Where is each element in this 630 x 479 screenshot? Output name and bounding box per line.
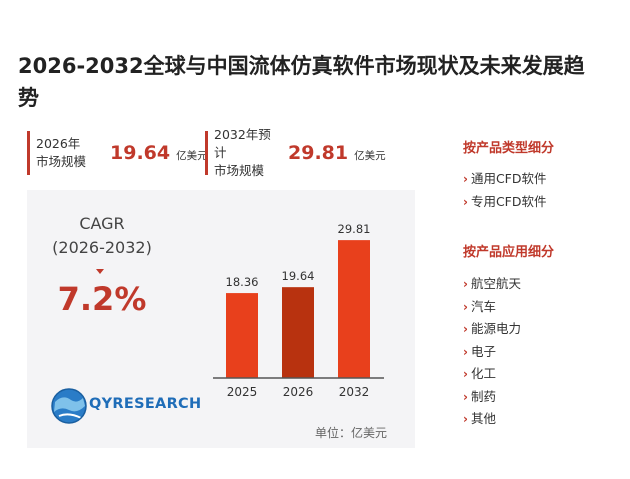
chevron-right-icon: › bbox=[463, 389, 468, 404]
chevron-right-icon: › bbox=[463, 194, 468, 209]
stat-unit: 亿美元 bbox=[354, 149, 386, 162]
type-segment-item[interactable]: › 通用CFD软件 bbox=[463, 168, 547, 191]
chart-panel: CAGR (2026-2032) 7.2% QYRESEARCH 18.36 20… bbox=[27, 190, 415, 448]
page-title: 2026-2032全球与中国流体仿真软件市场现状及未来发展趋势 bbox=[18, 54, 585, 110]
application-segment-item-label: 化工 bbox=[470, 366, 496, 381]
stat-2032-market-size: 2032年预计 市场规模 29.81 亿美元 bbox=[205, 127, 386, 178]
application-segment-item[interactable]: › 汽车 bbox=[463, 296, 521, 319]
application-segment-item-label: 汽车 bbox=[470, 298, 496, 314]
application-segment-item[interactable]: › 制药 bbox=[463, 386, 521, 409]
x-tick-label: 2032 bbox=[339, 385, 370, 399]
globe-icon bbox=[51, 388, 87, 424]
x-tick-label: 2026 bbox=[283, 385, 314, 399]
cagr-label: CAGR bbox=[79, 214, 125, 233]
chevron-right-icon: › bbox=[463, 322, 468, 336]
chevron-right-icon: › bbox=[463, 344, 468, 359]
application-segment-item[interactable]: › 化工 bbox=[463, 363, 521, 386]
stat-2026-market-size: 2026年 市场规模 19.64 亿美元 bbox=[27, 131, 208, 175]
application-segment-item[interactable]: › 航空航天 bbox=[463, 273, 521, 296]
chevron-right-icon: › bbox=[463, 172, 468, 186]
stat-unit: 亿美元 bbox=[176, 149, 208, 162]
logo-text: QYRESEARCH bbox=[89, 396, 202, 412]
qyresearch-logo: QYRESEARCH bbox=[49, 384, 201, 434]
data-label: 19.64 bbox=[282, 269, 315, 283]
type-segment-heading: 按产品类型细分 bbox=[463, 141, 555, 156]
application-segment-list: › 航空航天 › 汽车 › 能源电力 › 电子 › 化工 › 制药 › 其他 bbox=[463, 273, 521, 431]
chevron-right-icon: › bbox=[463, 367, 468, 381]
application-segment-item[interactable]: › 其他 bbox=[463, 408, 521, 431]
application-segment-item-label: 电子 bbox=[470, 343, 496, 359]
chevron-right-icon: › bbox=[463, 412, 468, 426]
application-segment-item-label: 能源电力 bbox=[470, 321, 521, 336]
stat-value: 19.64 bbox=[110, 142, 171, 164]
type-segment-item-label: 专用CFD软件 bbox=[470, 193, 547, 209]
application-segment-item-label: 制药 bbox=[470, 388, 496, 404]
application-segment-item-label: 其他 bbox=[470, 411, 496, 426]
unit-note: 单位：亿美元 bbox=[315, 426, 388, 440]
application-segment-item-label: 航空航天 bbox=[470, 276, 521, 291]
type-segment-item[interactable]: › 专用CFD软件 bbox=[463, 191, 547, 214]
cagr-range: (2026-2032) bbox=[52, 238, 152, 257]
bar-chart: 18.36 2025 19.64 2026 29.81 2032 bbox=[213, 222, 384, 399]
application-segment-heading: 按产品应用细分 bbox=[463, 245, 555, 260]
application-segment-item[interactable]: › 电子 bbox=[463, 341, 521, 364]
stat-value: 29.81 bbox=[288, 142, 349, 164]
caret-down-icon bbox=[96, 269, 104, 274]
application-segment-item[interactable]: › 能源电力 bbox=[463, 318, 521, 341]
stat-label: 2032年预计 市场规模 bbox=[214, 127, 271, 178]
stat-label: 2026年 市场规模 bbox=[36, 136, 87, 169]
type-segment-item-label: 通用CFD软件 bbox=[470, 171, 547, 186]
type-segment-list: › 通用CFD软件 › 专用CFD软件 bbox=[463, 168, 547, 213]
bar-2025 bbox=[226, 293, 258, 378]
chevron-right-icon: › bbox=[463, 277, 468, 291]
data-label: 18.36 bbox=[226, 275, 259, 289]
bar-2032 bbox=[338, 240, 370, 378]
bar-2026 bbox=[282, 287, 314, 378]
x-tick-label: 2025 bbox=[227, 385, 258, 399]
data-label: 29.81 bbox=[338, 222, 371, 236]
cagr-value: 7.2% bbox=[57, 280, 147, 318]
chevron-right-icon: › bbox=[463, 299, 468, 314]
